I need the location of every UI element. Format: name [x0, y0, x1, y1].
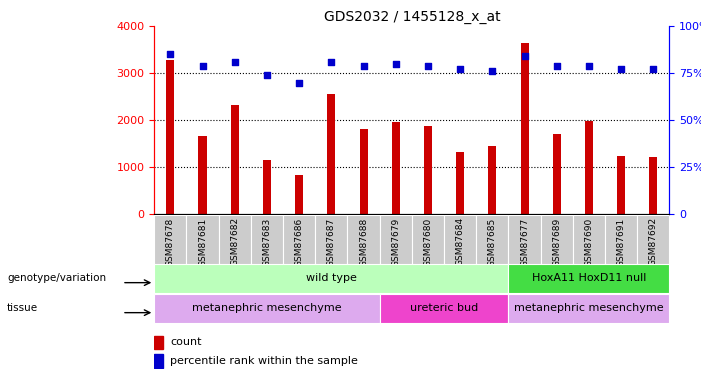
Bar: [154, 215, 186, 264]
Point: [326, 59, 337, 65]
Bar: [231, 105, 239, 214]
Text: metanephric mesenchyme: metanephric mesenchyme: [514, 303, 664, 313]
Bar: [360, 129, 367, 214]
Bar: [456, 152, 464, 214]
Text: genotype/variation: genotype/variation: [7, 273, 106, 283]
Point: [583, 63, 594, 69]
Bar: [198, 136, 207, 214]
Bar: [617, 156, 625, 214]
Point: [486, 68, 498, 74]
Point: [229, 59, 240, 65]
Bar: [166, 60, 175, 214]
Bar: [154, 294, 380, 322]
Text: GSM87677: GSM87677: [520, 217, 529, 267]
Bar: [251, 215, 283, 264]
Point: [294, 80, 305, 86]
Bar: [219, 215, 251, 264]
Bar: [348, 215, 380, 264]
Bar: [380, 215, 411, 264]
Point: [197, 63, 208, 69]
Point: [615, 66, 627, 72]
Text: GSM87678: GSM87678: [166, 217, 175, 267]
Text: GSM87688: GSM87688: [359, 217, 368, 267]
Bar: [585, 121, 593, 214]
Text: GSM87687: GSM87687: [327, 217, 336, 267]
Bar: [444, 215, 476, 264]
Bar: [154, 354, 163, 368]
Point: [519, 53, 530, 59]
Text: ureteric bud: ureteric bud: [410, 303, 478, 313]
Bar: [605, 215, 637, 264]
Bar: [392, 122, 400, 214]
Bar: [424, 126, 432, 214]
Bar: [327, 94, 335, 214]
Point: [454, 66, 465, 72]
Bar: [476, 215, 508, 264]
Bar: [649, 157, 658, 214]
Point: [358, 63, 369, 69]
Text: GSM87690: GSM87690: [585, 217, 594, 267]
Bar: [263, 160, 271, 214]
Text: GSM87679: GSM87679: [391, 217, 400, 267]
Bar: [573, 215, 605, 264]
Bar: [508, 215, 540, 264]
Title: GDS2032 / 1455128_x_at: GDS2032 / 1455128_x_at: [324, 10, 500, 24]
Point: [261, 72, 273, 78]
Text: GSM87686: GSM87686: [294, 217, 304, 267]
Text: GSM87681: GSM87681: [198, 217, 207, 267]
Text: percentile rank within the sample: percentile rank within the sample: [170, 356, 358, 366]
Text: wild type: wild type: [306, 273, 357, 284]
Text: GSM87680: GSM87680: [423, 217, 433, 267]
Point: [551, 63, 562, 69]
Bar: [154, 264, 508, 292]
Bar: [186, 215, 219, 264]
Text: GSM87691: GSM87691: [617, 217, 626, 267]
Bar: [521, 43, 529, 214]
Bar: [412, 215, 444, 264]
Bar: [154, 336, 163, 349]
Bar: [552, 134, 561, 214]
Bar: [508, 294, 669, 322]
Bar: [380, 294, 508, 322]
Text: count: count: [170, 338, 201, 347]
Text: metanephric mesenchyme: metanephric mesenchyme: [192, 303, 342, 313]
Bar: [489, 146, 496, 214]
Point: [165, 51, 176, 57]
Text: GSM87684: GSM87684: [456, 217, 465, 267]
Point: [648, 66, 659, 72]
Point: [390, 61, 402, 67]
Text: GSM87685: GSM87685: [488, 217, 497, 267]
Bar: [540, 215, 573, 264]
Bar: [295, 175, 303, 214]
Text: GSM87689: GSM87689: [552, 217, 562, 267]
Bar: [283, 215, 315, 264]
Bar: [315, 215, 348, 264]
Point: [422, 63, 433, 69]
Text: GSM87692: GSM87692: [649, 217, 658, 267]
Bar: [637, 215, 669, 264]
Text: GSM87683: GSM87683: [262, 217, 271, 267]
Text: tissue: tissue: [7, 303, 38, 313]
Text: HoxA11 HoxD11 null: HoxA11 HoxD11 null: [532, 273, 646, 284]
Text: GSM87682: GSM87682: [230, 217, 239, 267]
Bar: [508, 264, 669, 292]
